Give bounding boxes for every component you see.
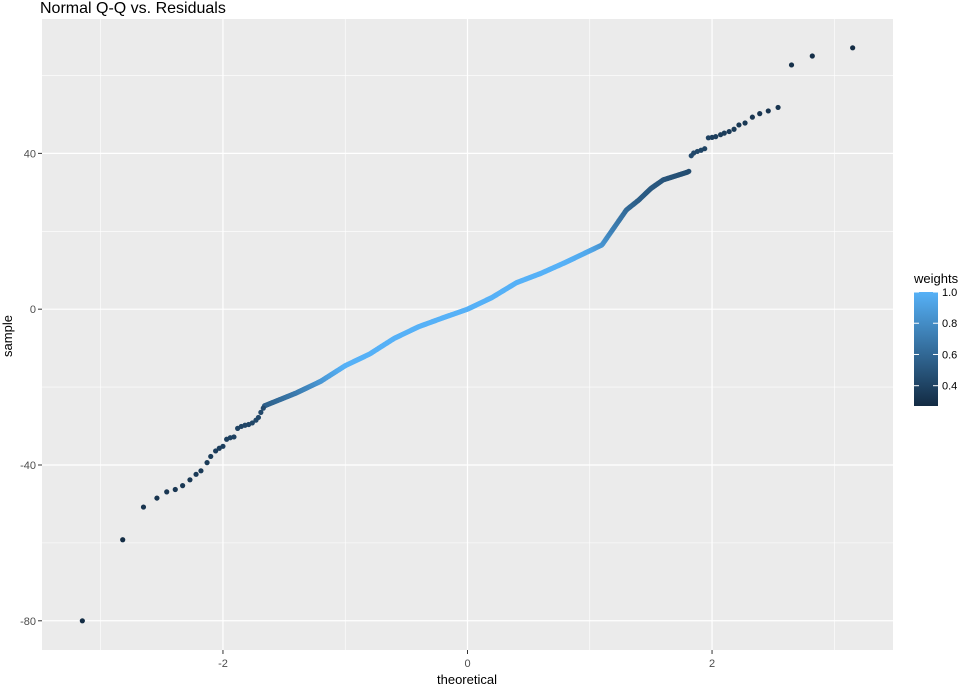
legend: weights 0.4 0.6 0.8 1.0 xyxy=(913,271,959,406)
data-point xyxy=(198,468,204,474)
data-point xyxy=(702,146,708,152)
legend-break-label: 0.8 xyxy=(942,318,957,330)
data-point xyxy=(249,420,255,426)
legend-break-label: 0.6 xyxy=(942,349,957,361)
data-point xyxy=(193,471,199,477)
data-point xyxy=(757,111,763,117)
data-point xyxy=(204,460,210,466)
y-tick-label: 0 xyxy=(30,304,36,316)
data-point xyxy=(220,443,226,449)
x-tick-label: -2 xyxy=(218,658,228,670)
y-tick-label: 40 xyxy=(24,148,36,160)
data-point xyxy=(726,128,732,135)
x-axis: -2 0 2 xyxy=(218,650,715,670)
data-point xyxy=(260,405,266,411)
data-point xyxy=(213,448,219,454)
legend-break-label: 1.0 xyxy=(942,287,957,299)
data-point xyxy=(850,45,856,51)
data-point xyxy=(164,489,170,495)
data-point xyxy=(775,104,781,111)
data-point xyxy=(120,537,126,543)
x-axis-title: theoretical xyxy=(437,672,497,686)
legend-colorbar xyxy=(914,292,938,406)
data-point xyxy=(736,122,742,128)
y-tick-label: -40 xyxy=(20,460,36,472)
data-point xyxy=(721,130,727,136)
y-axis: -80 -40 0 40 xyxy=(20,148,42,628)
data-point xyxy=(231,434,237,440)
data-points xyxy=(79,45,856,624)
data-point xyxy=(180,483,186,489)
x-tick-label: 0 xyxy=(464,658,470,670)
data-point xyxy=(79,618,85,624)
data-point xyxy=(154,495,160,501)
y-tick-label: -80 xyxy=(20,616,36,628)
data-point xyxy=(187,477,193,483)
data-point xyxy=(765,108,771,114)
data-point xyxy=(731,126,737,132)
chart-title: Normal Q-Q vs. Residuals xyxy=(40,0,226,17)
data-point xyxy=(686,168,692,174)
legend-title: weights xyxy=(913,271,959,286)
data-point xyxy=(788,62,795,68)
x-tick-label: 2 xyxy=(709,658,715,670)
y-axis-title: sample xyxy=(0,315,15,357)
legend-break-label: 0.4 xyxy=(942,381,957,393)
data-point xyxy=(255,414,262,421)
data-point xyxy=(172,486,178,493)
data-point xyxy=(742,120,748,126)
data-point xyxy=(140,504,147,510)
data-point xyxy=(809,53,815,59)
data-point xyxy=(749,114,755,120)
data-point xyxy=(208,453,214,460)
data-point xyxy=(713,134,719,140)
data-point xyxy=(258,409,264,415)
